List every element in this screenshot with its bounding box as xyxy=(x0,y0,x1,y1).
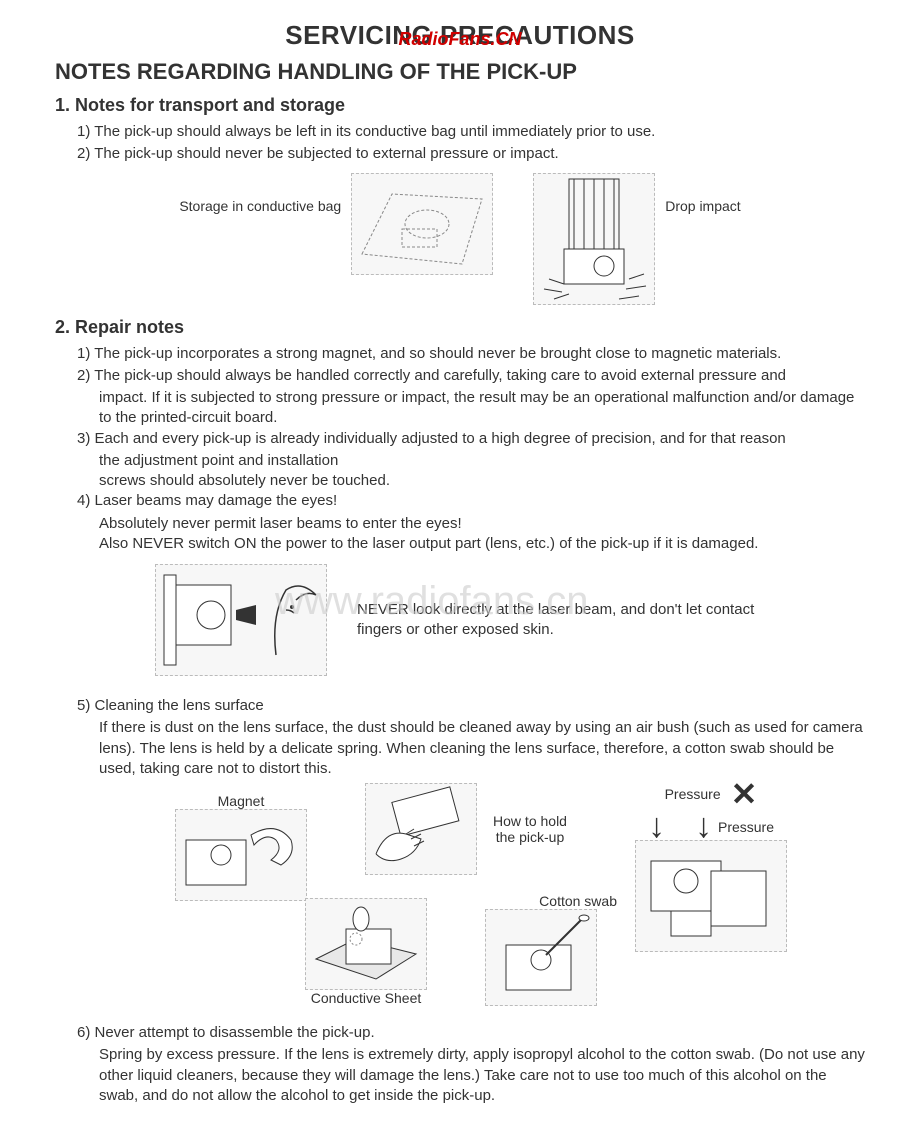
list-item-body: impact. If it is subjected to strong pre… xyxy=(99,388,865,429)
magnet-illustration xyxy=(175,809,307,901)
diagram-label: How to hold the pick-up xyxy=(485,813,575,845)
diagram-cotton-swab: Cotton swab xyxy=(485,893,597,1006)
section1-heading: 1. Notes for transport and storage xyxy=(55,95,865,116)
diagram-label: Pressure xyxy=(718,819,774,835)
list-item-body: the adjustment point and installation xyxy=(99,451,865,471)
conductive-bag-illustration xyxy=(351,173,493,275)
diagram-label: Cotton swab xyxy=(539,893,617,909)
list-item: 1) The pick-up incorporates a strong mag… xyxy=(77,344,865,364)
pressure-illustration xyxy=(635,840,787,952)
section2-list-end: 6) Never attempt to disassemble the pick… xyxy=(77,1023,865,1106)
cleaning-diagrams: Magnet How to hold the pick-up xyxy=(55,783,865,1023)
diagram-magnet: Magnet xyxy=(175,793,307,901)
figure-drop: Drop impact xyxy=(533,173,740,305)
section1-list: 1) The pick-up should always be left in … xyxy=(77,122,865,165)
diagram-pressure: Pressure ✕ ↓ ↓ Pressure xyxy=(635,775,787,952)
bag-svg xyxy=(352,174,492,274)
diagram-conductive: Conductive Sheet xyxy=(305,898,427,1006)
list-item-body: screws should absolutely never be touche… xyxy=(99,471,865,491)
figure-caption: Storage in conductive bag xyxy=(179,173,341,214)
figure-caption: Drop impact xyxy=(665,173,740,214)
diagram-label: Pressure xyxy=(665,786,721,802)
list-item-body: Also NEVER switch ON the power to the la… xyxy=(99,534,865,554)
laser-warning-row: NEVER look directly at the laser beam, a… xyxy=(155,564,865,676)
document-page: SERVICING PRECAUTIONS RadioFans.CN NOTES… xyxy=(0,0,920,1136)
section2-heading: 2. Repair notes xyxy=(55,317,865,338)
list-item: 2) The pick-up should always be handled … xyxy=(77,366,865,386)
list-item-body: Absolutely never permit laser beams to e… xyxy=(99,514,865,534)
drop-svg xyxy=(534,174,654,304)
list-item-body: Spring by excess pressure. If the lens i… xyxy=(99,1045,865,1106)
drop-impact-illustration xyxy=(533,173,655,305)
arrow-down-icon: ↓ xyxy=(648,813,665,840)
arrow-down-icon: ↓ xyxy=(695,813,712,840)
diagram-label: Magnet xyxy=(218,793,265,809)
section2-list-cont: 5) Cleaning the lens surface If there is… xyxy=(77,696,865,779)
list-item: 2) The pick-up should never be subjected… xyxy=(77,144,865,164)
list-item: 6) Never attempt to disassemble the pick… xyxy=(77,1023,865,1043)
figure-row-1: Storage in conductive bag xyxy=(55,173,865,305)
list-item: 1) The pick-up should always be left in … xyxy=(77,122,865,142)
figure-storage: Storage in conductive bag xyxy=(179,173,493,305)
list-item: 5) Cleaning the lens surface xyxy=(77,696,865,716)
hold-illustration xyxy=(365,783,477,875)
list-item: 3) Each and every pick-up is already ind… xyxy=(77,429,865,449)
list-item-body: If there is dust on the lens surface, th… xyxy=(99,718,865,779)
laser-svg xyxy=(156,565,326,675)
diagram-label: Conductive Sheet xyxy=(311,990,422,1006)
laser-warning-text: NEVER look directly at the laser beam, a… xyxy=(357,600,777,641)
diagram-hold: How to hold the pick-up xyxy=(365,783,575,875)
laser-eye-illustration xyxy=(155,564,327,676)
list-item: 4) Laser beams may damage the eyes! xyxy=(77,491,865,511)
watermark-top: RadioFans.CN xyxy=(398,29,521,49)
conductive-sheet-illustration xyxy=(305,898,427,990)
section2-list: 1) The pick-up incorporates a strong mag… xyxy=(77,344,865,555)
x-mark-icon: ✕ xyxy=(731,775,758,813)
cotton-swab-illustration xyxy=(485,909,597,1006)
section-heading: NOTES REGARDING HANDLING OF THE PICK-UP xyxy=(55,59,865,85)
